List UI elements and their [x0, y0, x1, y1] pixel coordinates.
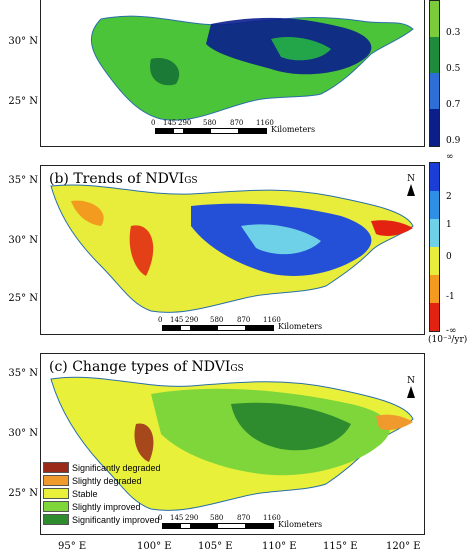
- lat-label: 30° N: [8, 428, 38, 439]
- legend-item: Significantly degraded: [43, 461, 161, 474]
- scale-bar-graphic: [162, 325, 274, 331]
- scale-unit: Kilometers: [278, 520, 323, 529]
- colorbar-label: 0.5: [446, 64, 461, 74]
- legend-item: Slightly improved: [43, 500, 161, 513]
- legend-label: Significantly improved: [72, 514, 160, 525]
- scale-tick: 290: [185, 514, 199, 522]
- scale-unit: Kilometers: [278, 322, 323, 331]
- scale-tick: 580: [210, 514, 224, 522]
- lon-label: 105° E: [198, 541, 233, 552]
- lat-label: 25° N: [8, 488, 38, 499]
- lat-label: 30° N: [8, 36, 38, 47]
- lon-label: 120° E: [386, 541, 421, 552]
- scale-bar-graphic: [162, 523, 274, 529]
- lat-label: 35° N: [8, 368, 38, 379]
- scale-tick: 290: [185, 316, 199, 324]
- colorbar-b-seg: [430, 247, 439, 275]
- colorbar-label: 0: [446, 252, 452, 262]
- colorbar-label: 0.9: [446, 136, 461, 146]
- colorbar-label: ∞: [446, 152, 454, 162]
- legend-label: Slightly improved: [72, 501, 141, 512]
- basin-map-a: [90, 15, 414, 121]
- colorbar-a: [429, 0, 440, 147]
- basin-map-b: [50, 184, 414, 313]
- lat-label: 25° N: [8, 96, 38, 107]
- scale-bar-graphic: [155, 128, 267, 134]
- north-arrow-icon: N: [404, 174, 418, 196]
- colorbar-a-seg: [430, 109, 439, 146]
- legend-item: Slightly degraded: [43, 474, 161, 487]
- panel-title: (b) Trends of NDVIGS: [49, 171, 198, 187]
- legend-swatch: [43, 488, 69, 499]
- colorbar-b-seg: [430, 163, 439, 191]
- scale-tick: 870: [237, 316, 251, 324]
- lon-label: 115° E: [323, 541, 358, 552]
- legend-swatch: [43, 501, 69, 512]
- change-types-legend: Significantly degraded Slightly degraded…: [43, 461, 161, 526]
- scale-tick: 0: [151, 119, 156, 127]
- panel-title: (c) Change types of NDVIGS: [49, 359, 244, 375]
- legend-label: Significantly degraded: [72, 462, 161, 473]
- colorbar-label: 0.7: [446, 100, 461, 110]
- scale-tick: 870: [230, 119, 244, 127]
- scale-tick: 580: [210, 316, 224, 324]
- scale-unit: Kilometers: [271, 125, 316, 134]
- lon-label: 110° E: [262, 541, 297, 552]
- colorbar-b-seg: [430, 219, 439, 247]
- panel-title-main: (b) Trends of NDVI: [49, 171, 185, 187]
- legend-swatch: [43, 462, 69, 473]
- panel-title-subscript: GS: [184, 176, 198, 186]
- colorbar-label: -∞: [446, 326, 457, 336]
- scale-tick: 1160: [263, 316, 281, 324]
- lon-label: 100° E: [137, 541, 172, 552]
- lon-label: 95° E: [58, 541, 87, 552]
- legend-item: Significantly improved: [43, 513, 161, 526]
- north-label: N: [407, 174, 415, 184]
- colorbar-b-seg: [430, 191, 439, 219]
- colorbar-label: 1: [446, 220, 452, 230]
- basin-map-c: [50, 376, 414, 511]
- scale-tick: 1160: [256, 119, 274, 127]
- colorbar-label: 0.3: [446, 28, 461, 38]
- colorbar-unit: (10⁻³/yr): [428, 335, 468, 345]
- lat-label: 25° N: [8, 293, 38, 304]
- scale-tick: 580: [203, 119, 217, 127]
- colorbar-label: -1: [446, 292, 455, 302]
- scale-tick: 290: [178, 119, 192, 127]
- scale-tick: 0: [158, 316, 163, 324]
- north-label: N: [407, 376, 415, 386]
- legend-swatch: [43, 475, 69, 486]
- colorbar-a-seg: [430, 37, 439, 73]
- colorbar-b: [429, 162, 440, 332]
- legend-label: Slightly degraded: [72, 475, 142, 486]
- scale-tick: 145: [170, 316, 184, 324]
- panel-title-subscript: GS: [230, 364, 244, 374]
- panel-title-main: (c) Change types of NDVI: [49, 359, 231, 375]
- legend-item: Stable: [43, 487, 161, 500]
- colorbar-b-seg: [430, 275, 439, 303]
- lat-label: 35° N: [8, 175, 38, 186]
- scale-tick: 145: [170, 514, 184, 522]
- scale-tick: 870: [237, 514, 251, 522]
- legend-label: Stable: [72, 488, 98, 499]
- panel-c-change-types-map: (c) Change types of NDVIGS N 0 145 290 5…: [40, 353, 425, 535]
- legend-swatch: [43, 514, 69, 525]
- scale-tick: 0: [158, 514, 163, 522]
- lat-label: 30° N: [8, 235, 38, 246]
- colorbar-b-seg: [430, 303, 439, 331]
- colorbar-a-seg: [430, 73, 439, 109]
- north-arrow-icon: N: [404, 376, 418, 398]
- colorbar-label: 2: [446, 192, 452, 202]
- colorbar-a-seg: [430, 1, 439, 37]
- panel-a-ndvi-map: 30° N 25° N 0 145 290 580 870 1160 Kilom…: [40, 0, 425, 147]
- panel-b-trends-map: (b) Trends of NDVIGS N 0 145 290 580 870…: [40, 165, 425, 335]
- scale-tick: 145: [163, 119, 177, 127]
- scale-tick: 1160: [263, 514, 281, 522]
